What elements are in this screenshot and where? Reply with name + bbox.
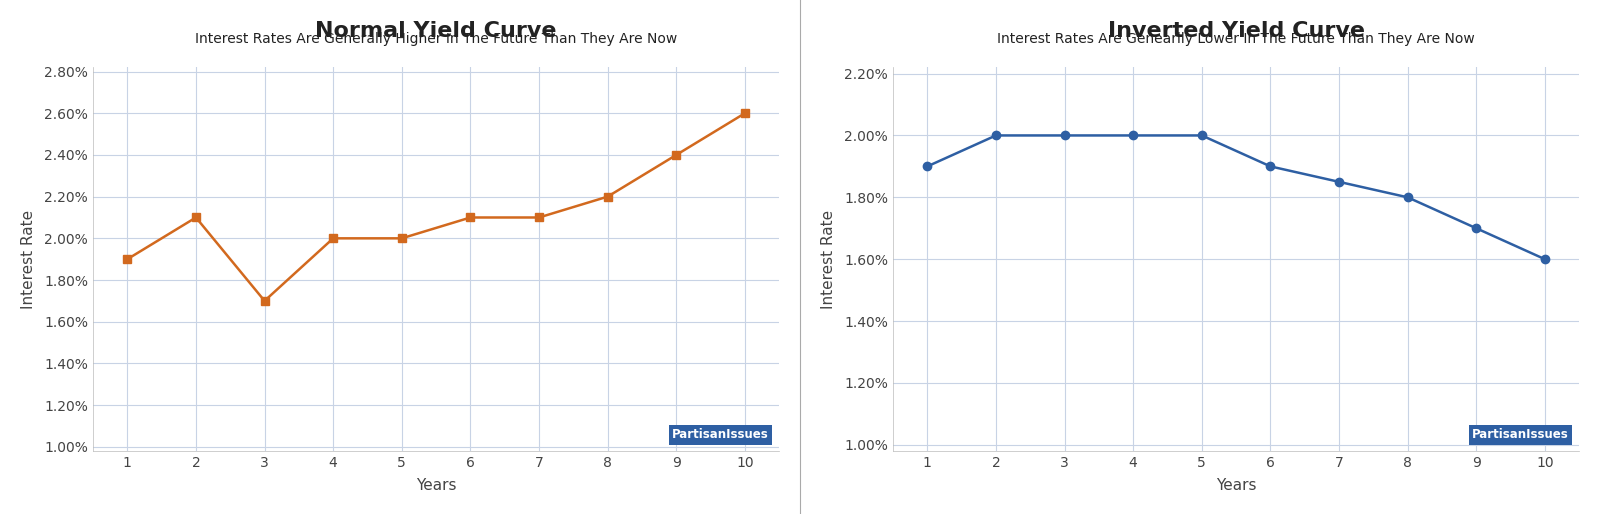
Text: Interest Rates Are Generally Higher In The Future Than They Are Now: Interest Rates Are Generally Higher In T… [195, 32, 677, 46]
Title: Inverted Yield Curve: Inverted Yield Curve [1107, 21, 1365, 41]
Text: Interest Rates Are Genearlly Lower In The Future Than They Are Now: Interest Rates Are Genearlly Lower In Th… [997, 32, 1475, 46]
X-axis label: Years: Years [416, 478, 456, 493]
Title: Normal Yield Curve: Normal Yield Curve [315, 21, 557, 41]
Y-axis label: Interest Rate: Interest Rate [821, 210, 835, 309]
X-axis label: Years: Years [1216, 478, 1256, 493]
Text: PartisanIssues: PartisanIssues [1472, 428, 1570, 442]
Text: PartisanIssues: PartisanIssues [672, 428, 770, 442]
Y-axis label: Interest Rate: Interest Rate [21, 210, 35, 309]
